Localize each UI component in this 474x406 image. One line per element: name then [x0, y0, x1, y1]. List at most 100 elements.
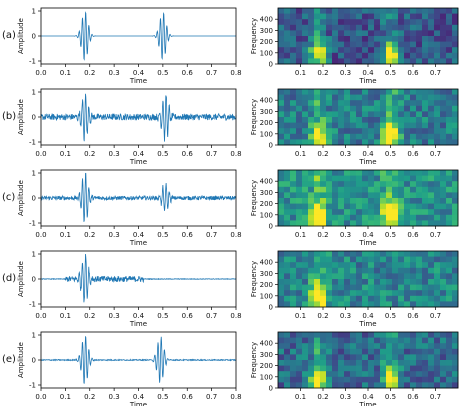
heatmap-cell	[290, 214, 297, 221]
heatmap-cell	[386, 170, 393, 176]
heatmap-cell	[380, 52, 387, 59]
heatmap-cell	[362, 209, 369, 216]
heatmap-cell	[308, 203, 315, 210]
heatmap-cell	[410, 105, 417, 112]
heatmap-cell	[332, 214, 339, 221]
heatmap-cell	[296, 139, 303, 146]
y-tick-label: 0	[269, 223, 273, 231]
heatmap-cell	[398, 13, 405, 20]
heatmap-cell	[362, 284, 369, 291]
heatmap-cell	[446, 122, 453, 129]
heatmap-cell	[446, 133, 453, 140]
heatmap-cell	[374, 284, 381, 291]
heatmap-cell	[356, 354, 363, 361]
heatmap-cell	[422, 371, 429, 378]
heatmap-cell	[356, 41, 363, 48]
heatmap-cell	[380, 251, 387, 257]
x-tick-label: 0.1	[295, 150, 306, 158]
heatmap-cell	[404, 139, 411, 146]
heatmap-cell	[314, 365, 321, 372]
heatmap-cell	[320, 332, 327, 338]
heatmap-cell	[410, 371, 417, 378]
heatmap-cell	[368, 337, 375, 344]
heatmap-cell	[392, 301, 399, 308]
heatmap-cell	[314, 111, 321, 118]
heatmap-cell	[278, 354, 285, 361]
heatmap-cell	[314, 382, 321, 389]
x-tick-label: 0.7	[206, 312, 217, 320]
heatmap-cell	[296, 273, 303, 280]
heatmap-cell	[302, 343, 309, 350]
heatmap-cell	[404, 30, 411, 37]
heatmap-cell	[302, 203, 309, 210]
heatmap-cell	[308, 382, 315, 389]
x-tick-label: 0.3	[109, 69, 120, 77]
heatmap-cell	[404, 382, 411, 389]
heatmap-cell	[404, 203, 411, 210]
heatmap-cell	[284, 139, 291, 146]
heatmap-cell	[344, 133, 351, 140]
heatmap-cell	[356, 382, 363, 389]
heatmap-cell	[374, 175, 381, 182]
heatmap-cell	[416, 105, 423, 112]
heatmap-cell	[308, 8, 315, 14]
heatmap-cell	[320, 105, 327, 112]
heatmap-cell	[278, 19, 285, 26]
heatmap-cell	[290, 105, 297, 112]
heatmap-cell	[452, 251, 459, 257]
heatmap-cell	[434, 111, 441, 118]
heatmap-cell	[338, 360, 345, 366]
y-tick-label: -1	[29, 139, 36, 147]
heatmap-cell	[350, 301, 357, 308]
heatmap-cell	[362, 337, 369, 344]
heatmap-cell	[428, 94, 435, 101]
heatmap-cell	[428, 209, 435, 216]
y-tick-label: 200	[260, 200, 273, 208]
heatmap-cell	[380, 30, 387, 37]
heatmap-cell	[302, 117, 309, 123]
heatmap-cell	[422, 301, 429, 308]
heatmap-cell	[428, 251, 435, 257]
heatmap-cell	[284, 220, 291, 227]
heatmap-cell	[404, 105, 411, 112]
heatmap-cell	[410, 128, 417, 135]
heatmap-cell	[290, 36, 297, 42]
heatmap-cell	[362, 376, 369, 383]
heatmap-cell	[338, 170, 345, 176]
heatmap-cell	[374, 170, 381, 176]
heatmap-cell	[368, 203, 375, 210]
heatmap-cell	[380, 24, 387, 31]
heatmap-cell	[410, 290, 417, 297]
heatmap-cell	[362, 192, 369, 199]
heatmap-cell	[374, 220, 381, 227]
heatmap-cell	[428, 58, 435, 65]
heatmap-cell	[422, 279, 429, 285]
heatmap-cell	[428, 13, 435, 20]
heatmap-cell	[290, 19, 297, 26]
heatmap-cell	[452, 47, 459, 54]
heatmap-cell	[434, 198, 441, 204]
heatmap-cell	[362, 36, 369, 42]
x-tick-label: 0.4	[133, 393, 145, 401]
x-tick-label: 0.4	[362, 231, 374, 239]
heatmap-cell	[302, 24, 309, 31]
heatmap-cell	[314, 58, 321, 65]
heatmap-cell	[392, 117, 399, 123]
heatmap-cell	[422, 343, 429, 350]
heatmap-cell	[296, 301, 303, 308]
heatmap-cell	[452, 30, 459, 37]
heatmap-cell	[386, 284, 393, 291]
heatmap-cell	[452, 343, 459, 350]
heatmap-cell	[368, 105, 375, 112]
heatmap-cell	[320, 41, 327, 48]
waveform-chart: 10-10.0 0.1 0.2 0.3 0.4 0.5 0.6 0.7 0.8TimeAmpli…	[17, 8, 242, 86]
heatmap-cell	[332, 284, 339, 291]
heatmap-cell	[410, 301, 417, 308]
heatmap-cell	[446, 290, 453, 297]
waveform-line	[40, 93, 237, 142]
y-tick-label: 1	[32, 89, 36, 97]
heatmap-cell	[452, 94, 459, 101]
heatmap-cell	[416, 94, 423, 101]
heatmap-cell	[338, 273, 345, 280]
